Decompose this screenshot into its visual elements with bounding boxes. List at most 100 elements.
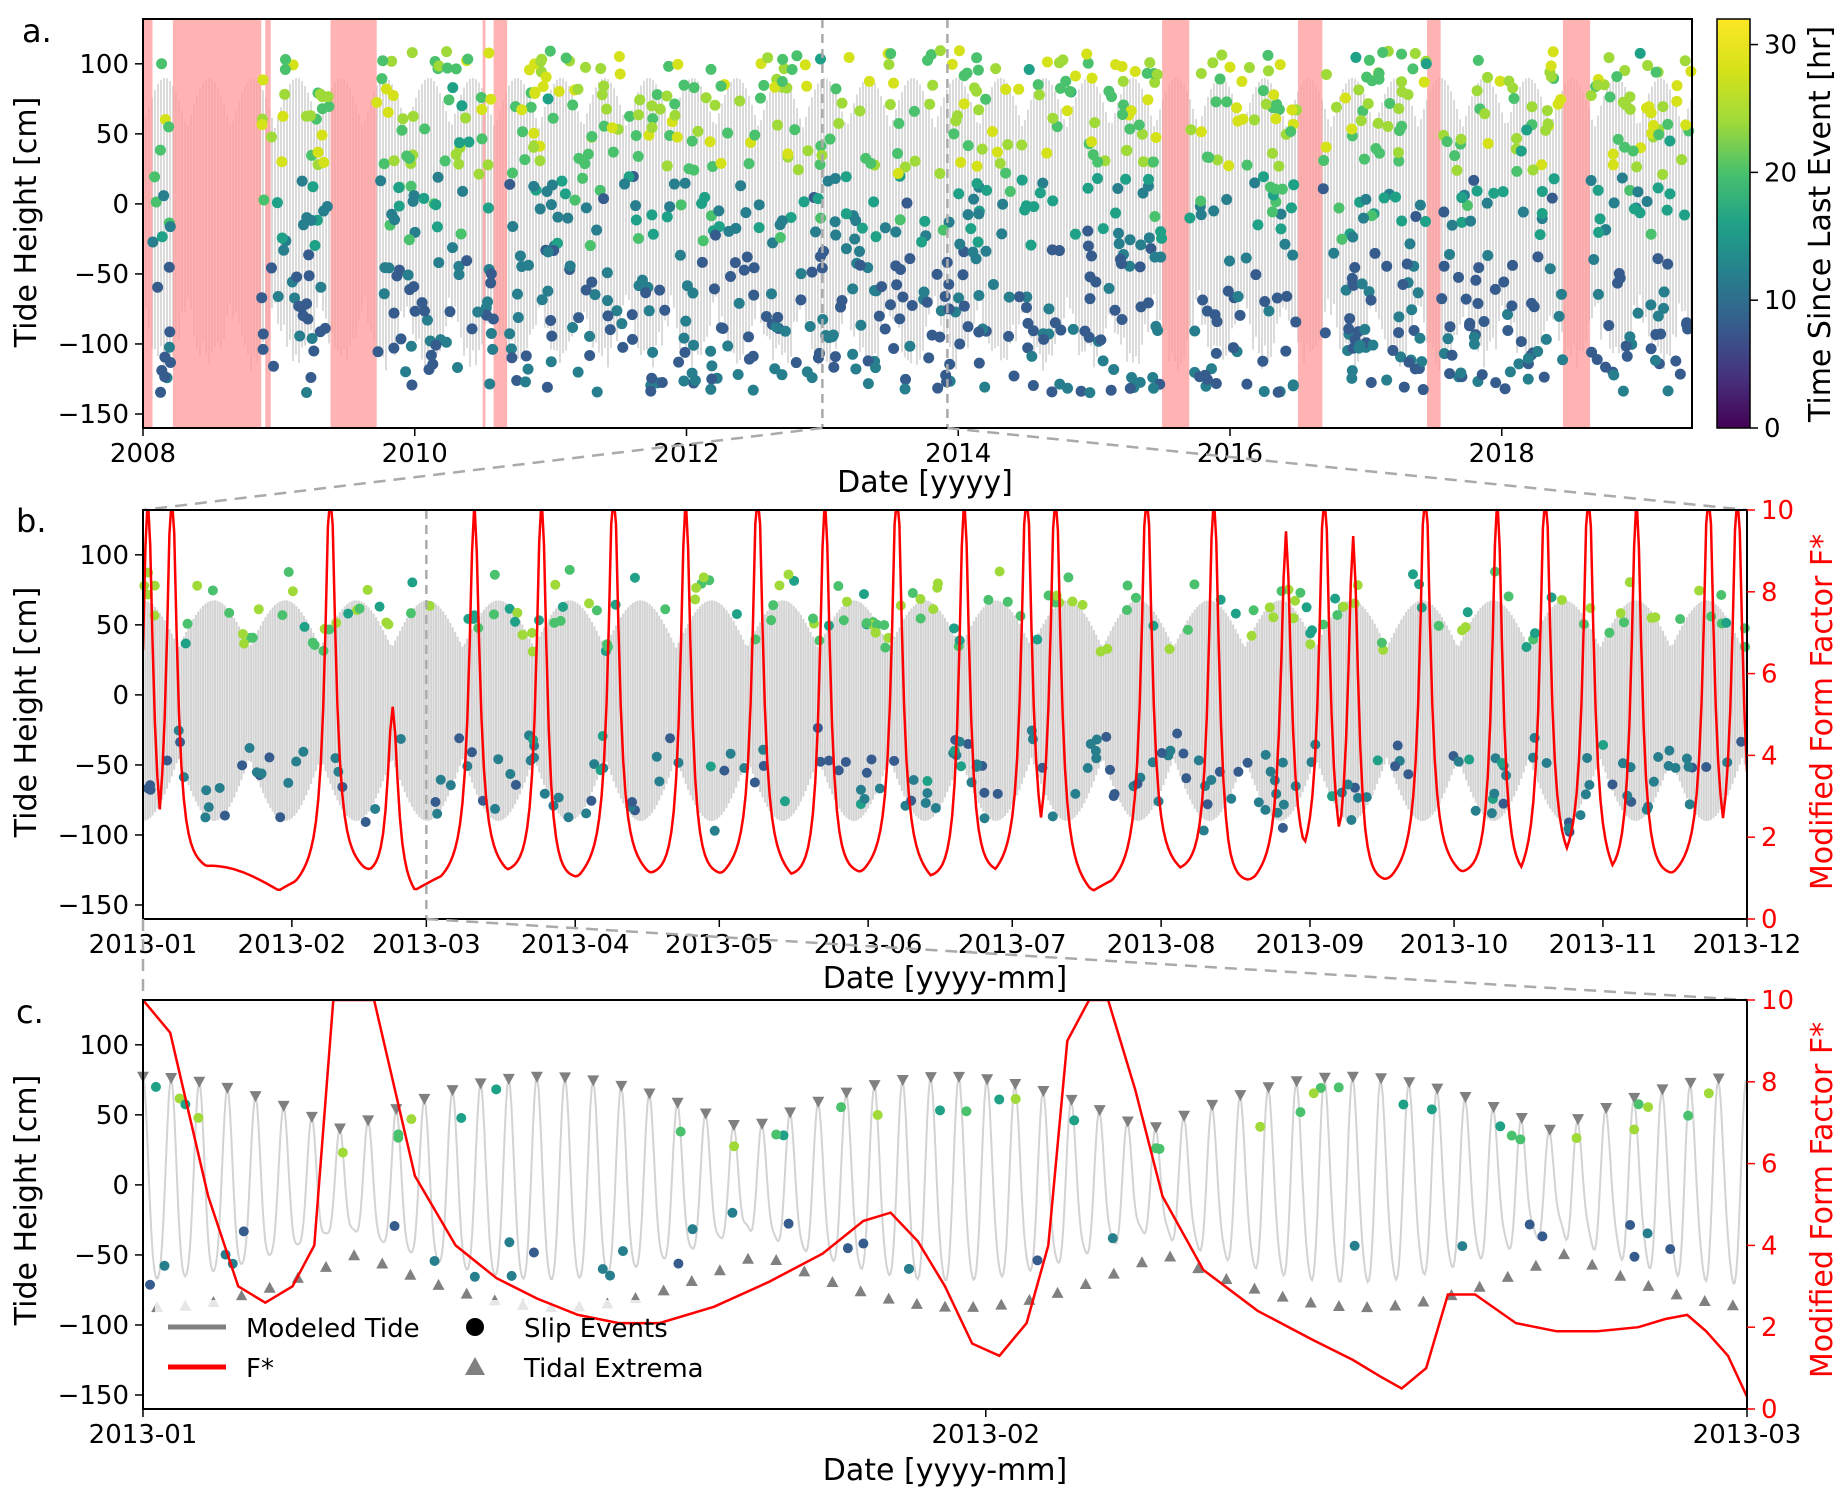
slip-event-point — [601, 103, 613, 115]
slip-event-point — [1633, 1099, 1644, 1110]
tidal-high-marker — [221, 1082, 234, 1094]
slip-event-point — [178, 772, 189, 783]
slip-event-point — [527, 627, 538, 638]
slip-event-point — [1536, 159, 1548, 171]
slip-event-point — [393, 200, 405, 212]
slip-event-point — [1051, 121, 1063, 133]
slip-event-point — [870, 627, 881, 638]
slip-event-point — [1133, 119, 1145, 131]
legend-slip-swatch — [466, 1318, 484, 1336]
slip-event-point — [1608, 369, 1620, 381]
slip-event-point — [268, 360, 280, 372]
slip-event-point — [980, 245, 992, 257]
slip-event-point — [1000, 167, 1012, 179]
slip-event-point — [1617, 385, 1629, 397]
slip-event-point — [1420, 58, 1432, 70]
tidal-high-marker — [559, 1072, 572, 1084]
slip-event-point — [1401, 258, 1413, 270]
slip-event-point — [330, 753, 341, 764]
slip-event-point — [312, 146, 324, 158]
tidal-low-marker — [348, 1249, 361, 1261]
slip-event-point — [673, 757, 684, 768]
slip-event-point — [1013, 83, 1025, 95]
y-tick-label: −100 — [58, 1311, 129, 1341]
slip-event-point — [1617, 758, 1628, 769]
slip-event-point — [1285, 202, 1297, 214]
slip-event-point — [591, 386, 603, 398]
slip-event-point — [485, 277, 497, 289]
slip-event-point — [200, 812, 211, 823]
slip-event-point — [1333, 202, 1345, 214]
slip-event-point — [1662, 258, 1674, 270]
slip-event-point — [1473, 262, 1485, 274]
slip-event-point — [1361, 792, 1372, 803]
slip-event-point — [405, 340, 417, 352]
slip-event-point — [979, 381, 991, 393]
slip-event-point — [1120, 173, 1132, 185]
slip-event-point — [646, 121, 658, 133]
x-tick-label: 2014 — [925, 439, 991, 469]
slip-event-point — [688, 82, 700, 94]
slip-event-point — [1248, 605, 1259, 616]
slip-event-point — [722, 340, 734, 352]
slip-event-point — [1495, 1121, 1506, 1132]
slip-event-point — [475, 91, 487, 103]
legend-box — [155, 1300, 715, 1396]
slip-event-point — [955, 156, 967, 168]
slip-event-point — [762, 52, 774, 64]
slip-event-point — [382, 106, 394, 118]
slip-event-point — [514, 250, 526, 262]
slip-event-point — [343, 608, 354, 619]
tidal-high-marker — [1149, 1122, 1162, 1134]
slip-event-point — [1393, 125, 1405, 137]
slip-event-point — [772, 119, 784, 131]
slip-event-point — [1210, 347, 1222, 359]
slip-event-point — [1062, 382, 1074, 394]
slip-event-point — [1396, 48, 1408, 60]
slip-event-point — [1237, 113, 1249, 125]
slip-event-point — [164, 357, 176, 369]
slip-event-point — [291, 271, 303, 283]
slip-event-point — [983, 594, 994, 605]
slip-event-point — [1260, 749, 1271, 760]
slip-event-point — [897, 291, 909, 303]
slip-event-point — [1092, 156, 1104, 168]
slip-event-point — [537, 80, 549, 92]
zoom-connectors — [142, 426, 1748, 512]
slip-event-point — [1511, 165, 1523, 177]
slip-event-point — [1585, 89, 1597, 101]
slip-event-point — [847, 283, 859, 295]
slip-event-point — [1392, 146, 1404, 158]
slip-event-point — [1264, 181, 1276, 193]
slip-event-point — [843, 51, 855, 63]
slip-event-point — [466, 747, 477, 758]
slip-event-point — [1333, 1082, 1344, 1093]
slip-event-point — [309, 240, 321, 252]
slip-event-point — [1392, 740, 1403, 751]
slip-event-point — [725, 748, 736, 759]
slip-event-point — [1634, 47, 1646, 59]
slip-event-point — [1441, 136, 1453, 148]
slip-event-point — [1416, 356, 1428, 368]
slip-event-point — [408, 190, 420, 202]
slip-event-point — [992, 788, 1003, 799]
slip-event-point — [1624, 103, 1636, 115]
slip-event-point — [1032, 1255, 1043, 1266]
slip-event-point — [1086, 250, 1098, 262]
slip-event-point — [1526, 101, 1538, 113]
slip-event-point — [601, 267, 613, 279]
slip-event-point — [1348, 279, 1360, 291]
slip-event-point — [1652, 253, 1664, 265]
data-gap-band — [265, 19, 271, 428]
slip-event-point — [403, 234, 415, 246]
slip-event-point — [545, 356, 557, 368]
slip-event-point — [1592, 184, 1604, 196]
slip-event-point — [927, 79, 939, 91]
slip-event-point — [1498, 276, 1510, 288]
slip-event-point — [1398, 1099, 1409, 1110]
slip-event-point — [937, 224, 949, 236]
tidal-high-marker — [671, 1097, 684, 1109]
slip-event-point — [814, 251, 826, 263]
slip-event-point — [258, 194, 270, 206]
